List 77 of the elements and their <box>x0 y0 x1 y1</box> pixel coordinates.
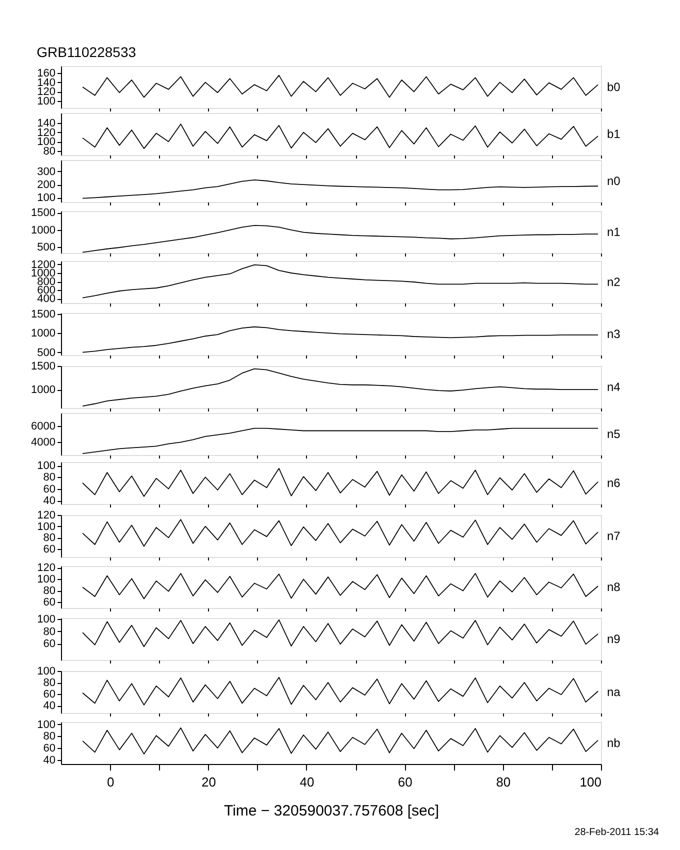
y-tick-label: 100 <box>37 666 56 678</box>
series-label: na <box>607 685 621 699</box>
y-tick-label: 1000 <box>31 224 56 236</box>
line-series <box>82 368 599 407</box>
y-tick-label: 60 <box>43 483 56 496</box>
line-series <box>82 74 599 98</box>
y-tick-label: 200 <box>37 179 56 192</box>
series-label: n6 <box>607 476 621 490</box>
y-tick-label: 300 <box>37 166 56 178</box>
text: 28-Feb-2011 15:34 <box>574 827 660 838</box>
series-label: b1 <box>607 127 621 141</box>
series-label: n7 <box>607 529 621 543</box>
line-series <box>82 326 599 353</box>
y-tick-label: 100 <box>37 96 56 108</box>
line-series <box>82 573 599 600</box>
series-label: n5 <box>607 427 621 441</box>
series-label: n3 <box>607 327 621 341</box>
y-tick-label: 1000 <box>31 384 56 396</box>
y-tick-label: 60 <box>43 742 56 755</box>
x-tick-label: 40 <box>300 774 314 790</box>
y-tick-label: 60 <box>43 688 56 701</box>
y-tick-label: 80 <box>43 585 56 598</box>
y-tick-label: 60 <box>43 544 56 556</box>
chart-title: GRB110228533 <box>36 44 136 60</box>
y-tick-label: 100 <box>37 574 56 586</box>
line-series <box>82 468 599 497</box>
x-tick-label: 60 <box>398 774 412 790</box>
series-label: nb <box>607 736 621 750</box>
y-tick-label: 40 <box>43 700 56 712</box>
x-tick-label: 80 <box>496 774 511 790</box>
y-tick-label: 100 <box>37 460 56 472</box>
line-series <box>82 727 599 754</box>
y-tick-label: 60 <box>43 638 56 650</box>
y-tick-label: 120 <box>37 126 56 139</box>
y-tick-label: 1000 <box>31 328 56 340</box>
y-tick-label: 500 <box>37 346 56 359</box>
x-tick-label: 20 <box>202 774 216 790</box>
line-series <box>82 428 599 454</box>
y-tick-label: 40 <box>43 754 56 766</box>
y-tick-label: 80 <box>43 145 56 158</box>
y-tick-label: 6000 <box>31 420 56 432</box>
x-tick-label: 100 <box>580 774 602 790</box>
line-series <box>82 676 599 706</box>
series-label: n9 <box>607 632 621 646</box>
y-tick-label: 100 <box>37 718 56 731</box>
line-series <box>82 264 599 298</box>
series-label: n0 <box>607 174 621 188</box>
line-series <box>82 225 599 253</box>
x-tick-label: 0 <box>106 774 114 790</box>
y-tick-label: 80 <box>43 472 56 484</box>
line-series <box>82 619 599 648</box>
y-tick-label: 80 <box>43 626 56 638</box>
y-tick-label: 4000 <box>31 436 56 449</box>
y-tick-label: 100 <box>37 192 56 204</box>
y-tick-label: 40 <box>43 495 56 507</box>
y-tick-label: 120 <box>37 510 56 522</box>
y-tick-label: 160 <box>37 68 56 80</box>
y-tick-label: 1500 <box>31 308 56 320</box>
line-series <box>82 519 599 547</box>
y-tick-label: 80 <box>43 677 56 690</box>
y-tick-label: 500 <box>37 242 56 254</box>
y-tick-label: 60 <box>43 596 56 609</box>
series-label: n1 <box>607 225 621 239</box>
series-label: n4 <box>607 380 621 394</box>
y-tick-label: 80 <box>43 532 56 544</box>
line-series <box>82 180 599 199</box>
y-tick-label: 100 <box>37 614 56 626</box>
y-tick-label: 1500 <box>31 360 56 372</box>
x-axis-title: Time − 320590037.757608 [sec] <box>224 802 440 820</box>
series-label: n2 <box>607 275 621 289</box>
y-tick-label: 120 <box>37 562 56 574</box>
y-tick-label: 1500 <box>31 207 56 220</box>
line-series <box>82 124 599 149</box>
y-tick-label: 100 <box>37 520 56 533</box>
y-tick-label: 80 <box>43 730 56 743</box>
series-label: n8 <box>607 580 621 594</box>
series-label: b0 <box>607 80 621 94</box>
